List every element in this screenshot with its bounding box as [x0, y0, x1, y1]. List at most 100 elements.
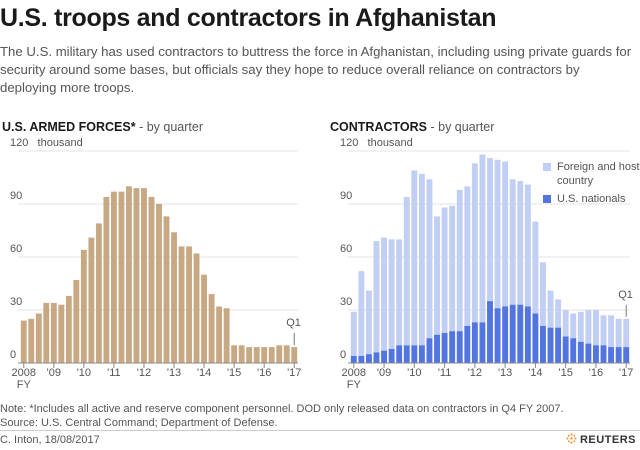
contractors-ytick-label: 0 [340, 349, 347, 361]
troops-bar [186, 246, 192, 363]
contractors-bar-us-nationals [464, 325, 471, 363]
troops-bar [141, 188, 147, 363]
troops-bar [193, 253, 200, 363]
troops-bar [268, 347, 275, 363]
contractors-bar-foreign [411, 170, 418, 346]
contractors-bar-us-nationals [365, 354, 372, 363]
troops-bar [28, 318, 35, 363]
troops-bar [201, 274, 208, 363]
contractors-bar-us-nationals [403, 345, 410, 363]
footnote: Note: *Includes all active and reserve c… [0, 402, 640, 430]
troops-xtick-label: '13 [166, 367, 182, 379]
contractors-bar-us-nationals [615, 347, 622, 363]
contractors-bar-us-nationals [517, 304, 524, 363]
contractors-bar-foreign [441, 207, 448, 333]
reuters-dots-icon [566, 433, 577, 444]
contractors-bar-us-nationals [456, 331, 463, 363]
contractors-bar-foreign [615, 318, 622, 348]
contractors-bar-us-nationals [540, 325, 546, 363]
contractors-bar-us-nationals [434, 334, 440, 363]
contractors-bar-us-nationals [487, 301, 493, 363]
contractors-bar-us-nationals [509, 304, 516, 363]
contractors-bar-foreign [479, 154, 486, 323]
contractors-bar-foreign [570, 313, 577, 339]
legend-swatch-foreign [543, 163, 551, 171]
troops-ytick-label: 120 thousand [10, 137, 83, 149]
contractors-bar-us-nationals [524, 306, 531, 363]
troops-xtick-label: '11 [107, 367, 121, 379]
contractors-bar-foreign [517, 181, 524, 305]
left-chart-subtitle: - by quarter [139, 120, 203, 134]
contractors-bar-foreign [396, 239, 403, 346]
troops-bar [291, 347, 298, 363]
contractors-xtick-label: '12 [467, 367, 483, 379]
contractors-q1-annotation: Q1 [618, 288, 633, 301]
contractors-fiscal-year-label: FY [346, 379, 361, 391]
contractors-bar-foreign [456, 189, 463, 332]
contractors-bar-foreign [365, 290, 372, 355]
contractors-bar-us-nationals [479, 322, 486, 363]
troops-bar [276, 345, 283, 363]
troops-bar [103, 196, 110, 363]
legend-swatch-us-nationals [543, 195, 551, 203]
troops-bar [65, 295, 72, 363]
contractors-bar-foreign [403, 196, 410, 346]
troops-bar [178, 246, 185, 363]
contractors-bar-foreign [532, 221, 539, 314]
note-text: Note: *Includes all active and reserve c… [0, 403, 564, 415]
contractors-bar-foreign [592, 310, 599, 346]
contractors-bar-us-nationals [471, 322, 478, 363]
contractors-xtick-label: '11 [437, 367, 452, 379]
troops-bar [231, 345, 238, 363]
right-chart-subtitle: - by quarter [430, 120, 495, 134]
troops-bar [133, 188, 140, 363]
troops-ytick-label: 30 [10, 296, 23, 308]
contractors-bar-us-nationals [585, 343, 592, 363]
troops-bar [50, 302, 57, 363]
contractors-bar-us-nationals [411, 345, 418, 363]
reuters-logo: REUTERS [566, 433, 636, 446]
contractors-bar-foreign [418, 173, 425, 346]
troops-bar [253, 347, 260, 363]
contractors-bar-foreign [434, 216, 440, 335]
contractors-bar-foreign [494, 159, 501, 309]
contractors-bar-foreign [464, 186, 471, 326]
troops-xtick-label: '17 [287, 367, 302, 379]
troops-bar [261, 347, 268, 363]
contractors-bar-foreign [471, 163, 478, 323]
contractors-bar-foreign [524, 184, 531, 307]
contractors-bar-us-nationals [426, 338, 433, 363]
troops-bar [35, 313, 42, 363]
troops-bar [163, 216, 170, 363]
troops-bar [95, 223, 102, 363]
troops-bar [110, 191, 117, 363]
contractors-bar-us-nationals [623, 347, 630, 363]
contractors-ytick-label: 90 [340, 190, 353, 202]
contractors-bar-us-nationals [600, 345, 607, 363]
troops-bar [208, 294, 215, 363]
contractors-bar-foreign [562, 310, 569, 337]
troops-xtick-label: '09 [46, 367, 61, 379]
contractors-bar-foreign [449, 205, 456, 332]
contractors-xtick-label: 2008 [341, 367, 367, 379]
contractors-bar-us-nationals [555, 327, 562, 363]
contractors-bar-us-nationals [532, 313, 539, 363]
page-subtitle: The U.S. military has used contractors t… [0, 44, 632, 95]
contractors-bar-foreign [487, 158, 493, 302]
contractors-bar-us-nationals [381, 350, 388, 363]
contractors-bar-foreign [381, 237, 388, 351]
contractors-xtick-label: '15 [558, 367, 573, 379]
contractors-bar-us-nationals [592, 345, 599, 363]
contractors-bar-foreign [373, 241, 380, 353]
contractors-bar-us-nationals [373, 352, 380, 363]
contractors-bar-us-nationals [502, 306, 509, 363]
contractors-bar-foreign [608, 315, 615, 348]
contractors-xtick-label: '13 [497, 367, 513, 379]
contractors-ytick-label: 60 [340, 243, 353, 255]
contractors-bar-us-nationals [358, 355, 365, 363]
troops-ytick-label: 60 [10, 243, 23, 255]
contractors-xtick-label: '17 [619, 367, 634, 379]
troops-bar [246, 347, 253, 363]
troops-bar [148, 196, 155, 363]
troops-bar [80, 249, 87, 363]
